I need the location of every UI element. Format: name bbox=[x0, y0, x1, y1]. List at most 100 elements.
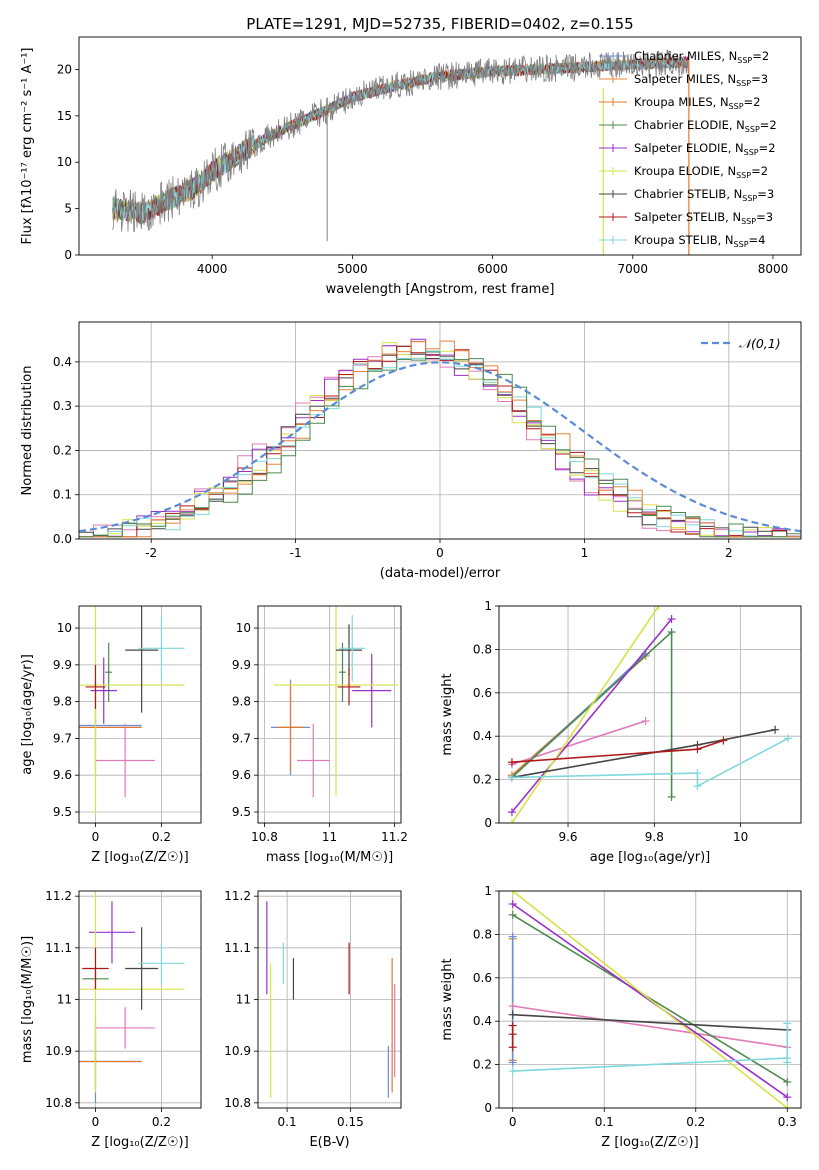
x-tick-label: 0.3 bbox=[778, 1115, 797, 1129]
y-axis-label: mass weight bbox=[440, 958, 455, 1040]
y-tick-label: 10 bbox=[57, 621, 72, 635]
figure-title: PLATE=1291, MJD=52735, FIBERID=0402, z=0… bbox=[246, 15, 633, 33]
weight-line bbox=[511, 618, 673, 813]
y-tick-label: 9.6 bbox=[232, 768, 251, 782]
x-tick-label: 7000 bbox=[617, 262, 648, 276]
y-tick-label: 0.8 bbox=[473, 642, 492, 656]
legend-label: Salpeter STELIB, NSSP=3 bbox=[634, 210, 773, 226]
y-axis-label: Flux [fλ10⁻¹⁷ erg cm⁻² s⁻¹ A⁻¹] bbox=[20, 48, 35, 245]
y-tick-label: 11.1 bbox=[45, 941, 72, 955]
plot-area bbox=[112, 49, 690, 255]
plot-area bbox=[79, 891, 185, 1103]
legend-label-value: =3 bbox=[757, 187, 774, 201]
x-axis-label: Z [log₁₀(Z/Z☉)] bbox=[91, 850, 188, 865]
legend-label-value: =2 bbox=[752, 49, 769, 63]
legend-label-value: =4 bbox=[749, 233, 766, 247]
y-tick-label: 0.0 bbox=[53, 532, 72, 546]
legend-label-sub: SSP bbox=[729, 102, 744, 111]
x-tick-label: 10.8 bbox=[251, 830, 278, 844]
y-tick-label: 0.2 bbox=[473, 1058, 492, 1072]
x-tick-label: 2 bbox=[725, 546, 733, 560]
y-tick-label: 0 bbox=[484, 1101, 492, 1115]
legend-label-sub: SSP bbox=[734, 240, 749, 249]
legend-label-sub: SSP bbox=[741, 217, 756, 226]
plot-area bbox=[271, 606, 398, 798]
y-axis-label: mass [log₁₀(M/M☉)] bbox=[20, 936, 35, 1063]
x-tick-label: 11.2 bbox=[381, 830, 408, 844]
x-tick-label: 1 bbox=[581, 546, 589, 560]
y-tick-label: 1 bbox=[484, 599, 492, 613]
y-axis-label: age [log₁₀(age/yr)] bbox=[20, 654, 35, 775]
legend-label-text: Kroupa ELODIE, N bbox=[634, 164, 736, 178]
chart-residuals: -2 -1 0 1 2 0.0 0.1 0.2 0.3 0.4 (data-model)/error… bbox=[20, 321, 802, 581]
y-tick-label: 0.1 bbox=[53, 488, 72, 502]
plot-area bbox=[508, 891, 792, 1108]
legend-label-text: Salpeter ELODIE, N bbox=[634, 141, 744, 155]
x-tick-label: 9.6 bbox=[558, 830, 577, 844]
y-tick-label: 11.1 bbox=[224, 941, 251, 955]
y-tick-label: 9.8 bbox=[232, 695, 251, 709]
legend-label-sub: SSP bbox=[736, 79, 751, 88]
weight-line bbox=[512, 914, 788, 1083]
legend-label-text: Kroupa MILES, N bbox=[634, 95, 729, 109]
legend-label-value: =2 bbox=[751, 164, 768, 178]
y-tick-label: 9.7 bbox=[53, 731, 72, 745]
x-axis-label: (data-model)/error bbox=[380, 566, 501, 581]
axes-frame bbox=[78, 321, 802, 540]
y-tick-label: 10.8 bbox=[224, 1096, 251, 1110]
y-tick-label: 11 bbox=[236, 993, 251, 1007]
y-tick-label: 9.8 bbox=[53, 695, 72, 709]
y-tick-label: 0 bbox=[64, 248, 72, 262]
x-tick-label: 0 bbox=[436, 546, 444, 560]
legend-label-value: =3 bbox=[756, 210, 773, 224]
legend-label-value: =3 bbox=[751, 72, 768, 86]
axes-frame bbox=[78, 890, 202, 1109]
x-axis-label: Z [log₁₀(Z/Z☉)] bbox=[601, 1135, 698, 1150]
y-tick-label: 1 bbox=[484, 884, 492, 898]
x-tick-label: 0.1 bbox=[278, 1115, 297, 1129]
plot-area bbox=[79, 338, 801, 538]
legend-label-text: Chabrier ELODIE, N bbox=[634, 118, 745, 132]
legend-label: Salpeter ELODIE, NSSP=2 bbox=[634, 141, 776, 157]
legend-label-text: Kroupa STELIB, N bbox=[634, 233, 734, 247]
x-tick-label: 0.2 bbox=[686, 1115, 705, 1129]
plot-area bbox=[507, 606, 793, 823]
x-tick-label: 9.8 bbox=[645, 830, 664, 844]
y-tick-label: 0.8 bbox=[473, 927, 492, 941]
legend-label-sub: SSP bbox=[745, 125, 760, 134]
legend-label: Chabrier STELIB, NSSP=3 bbox=[634, 187, 774, 203]
y-tick-label: 9.9 bbox=[53, 658, 72, 672]
x-tick-label: 6000 bbox=[477, 262, 508, 276]
legend-label-value: =2 bbox=[744, 95, 761, 109]
y-tick-label: 0 bbox=[484, 816, 492, 830]
weight-line bbox=[512, 1005, 788, 1048]
legend-label-sub: SSP bbox=[736, 171, 751, 180]
legend-label: Salpeter MILES, NSSP=3 bbox=[634, 72, 768, 88]
weight-line bbox=[511, 606, 660, 823]
residual-histogram bbox=[79, 351, 801, 538]
residual-histogram bbox=[79, 340, 801, 538]
legend-label: 𝒩(0,1) bbox=[739, 336, 781, 351]
x-tick-label: 0.15 bbox=[337, 1115, 364, 1129]
x-tick-label: 0.1 bbox=[595, 1115, 614, 1129]
chart-weight_vs_Z: 0 0.1 0.2 0.3 0 0.2 0.4 0.6 0.8 1 Z [log₁₀(Z/Z☉)] m… bbox=[440, 884, 802, 1150]
y-tick-label: 10.9 bbox=[224, 1044, 251, 1058]
legend-label-text: Salpeter MILES, N bbox=[634, 72, 736, 86]
x-tick-label: 0 bbox=[509, 1115, 517, 1129]
axes-frame bbox=[78, 36, 802, 256]
legend-label: Kroupa STELIB, NSSP=4 bbox=[634, 233, 765, 249]
y-tick-label: 11.2 bbox=[45, 889, 72, 903]
y-tick-label: 15 bbox=[57, 109, 72, 123]
legend: 𝒩(0,1) bbox=[701, 336, 781, 351]
legend-label-value: =2 bbox=[760, 118, 777, 132]
legend-label-value: =2 bbox=[759, 141, 776, 155]
legend-label: Chabrier MILES, NSSP=2 bbox=[634, 49, 769, 65]
x-tick-label: 0 bbox=[92, 830, 100, 844]
y-tick-label: 10.9 bbox=[45, 1044, 72, 1058]
y-tick-label: 20 bbox=[57, 62, 72, 76]
weight-line bbox=[512, 1013, 788, 1031]
chart-mass_vs_EBV: 0.1 0.15 10.8 10.9 11 11.1 11.2 E(B-V) bbox=[224, 889, 402, 1150]
axes-frame bbox=[498, 605, 802, 824]
y-tick-label: 9.5 bbox=[232, 805, 251, 819]
